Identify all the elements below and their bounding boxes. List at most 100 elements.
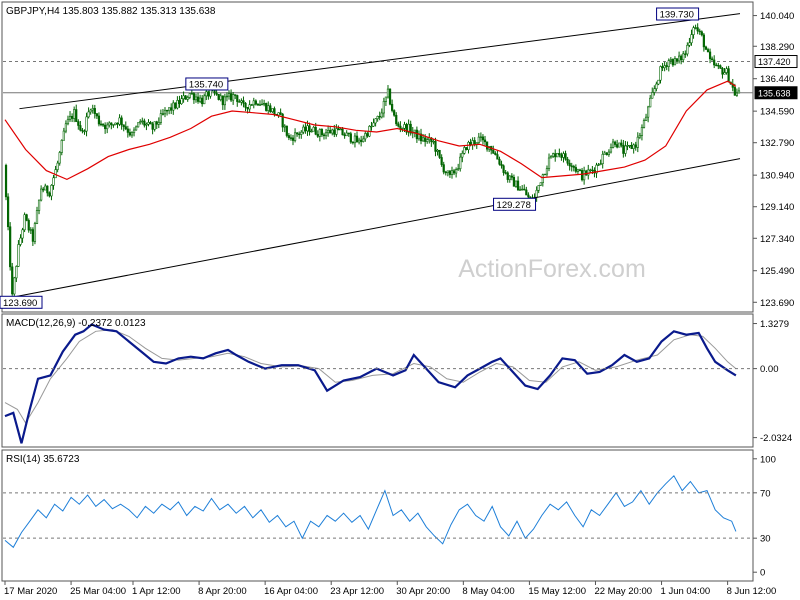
candle-body [523, 188, 526, 191]
candle-body [128, 132, 132, 136]
candle-body [304, 126, 307, 132]
price-annotation-box [185, 77, 229, 91]
candle-body [362, 138, 365, 142]
candle-body [83, 130, 86, 133]
time-tick-label: 25 Mar 04:00 [70, 586, 126, 597]
candle-body [622, 144, 625, 154]
candle-body [669, 59, 672, 61]
candle-body [583, 170, 586, 181]
candle-body [510, 175, 513, 178]
candle-body [203, 95, 206, 105]
candle-body [50, 185, 53, 197]
candle-body [149, 122, 152, 125]
candle-body [163, 109, 167, 115]
candle-body [473, 140, 476, 145]
candle-body [139, 121, 142, 123]
candle-body [630, 144, 633, 149]
candle-body [388, 88, 392, 105]
candle-body [446, 170, 449, 173]
candle-body [221, 95, 224, 106]
candle-body [655, 83, 658, 90]
candle-body [153, 121, 156, 130]
candle-body [589, 169, 592, 172]
candle-body [252, 100, 255, 106]
candle-body [508, 175, 511, 180]
candle-body [647, 106, 650, 118]
candle-body [343, 134, 346, 137]
candle-body [568, 162, 571, 167]
price-tick-label: 123.690 [760, 298, 794, 309]
candle-body [374, 118, 377, 124]
candle-body [62, 130, 65, 141]
candle-body [97, 115, 101, 125]
candle-body [314, 126, 317, 135]
time-tick-label: 30 Apr 20:00 [396, 586, 450, 597]
candle-body [180, 98, 183, 105]
candle-body [556, 153, 559, 158]
candle-body [372, 122, 375, 127]
candle-body [564, 153, 567, 160]
candle-body [696, 27, 699, 32]
candle-body [333, 129, 336, 135]
candle-body [33, 223, 37, 242]
rsi-pane-frame [1, 449, 754, 582]
candle-body [572, 166, 575, 168]
candle-body [397, 123, 400, 127]
candle-body [283, 125, 286, 128]
candle-body [620, 142, 623, 146]
candle-body [60, 140, 63, 153]
candle-body [632, 144, 635, 149]
candle-body [298, 133, 301, 136]
candle-body [640, 127, 644, 136]
candle-body [42, 188, 45, 191]
candle-body [267, 105, 270, 111]
candle-body [4, 165, 8, 198]
rsi-axis: 100 70 30 0 [3, 454, 776, 579]
candle-body [232, 94, 235, 101]
candle-body [519, 189, 522, 191]
candle-body [659, 66, 662, 81]
candle-body [285, 125, 288, 136]
price-annotation-box [656, 7, 700, 21]
channel-trendline [19, 13, 741, 110]
candle-body [444, 171, 447, 174]
candle-body [246, 107, 249, 110]
candle-body [64, 123, 68, 132]
candle-body [236, 95, 239, 102]
candle-body [331, 129, 334, 134]
candle-body [192, 93, 196, 101]
price-tick-label: 140.040 [760, 11, 794, 22]
candle-body [424, 137, 427, 142]
candle-body [527, 194, 530, 198]
candle-body [498, 158, 501, 165]
candle-body [719, 65, 722, 69]
candle-body [399, 125, 402, 129]
candle-body [448, 170, 452, 175]
candle-body [126, 128, 129, 133]
candle-body [132, 129, 136, 134]
price-pane-frame [1, 1, 754, 313]
candle-body [194, 96, 198, 101]
moving-average-line [4, 80, 737, 181]
price-tick-label: 132.790 [760, 138, 794, 149]
candle-body [626, 145, 629, 147]
price-annotation-label: 139.730 [660, 10, 694, 21]
candle-body [636, 136, 639, 148]
price-annotation-box [493, 197, 537, 211]
candle-body [737, 90, 741, 94]
candle-body [708, 51, 712, 60]
candle-body [58, 152, 61, 164]
candle-body [99, 123, 103, 126]
candle-body [574, 167, 577, 172]
time-tick-label: 22 May 20:00 [594, 586, 652, 597]
time-tick-label: 23 Apr 12:00 [330, 586, 384, 597]
candle-body [27, 220, 30, 231]
candle-body [717, 65, 720, 67]
candle-body [382, 100, 385, 114]
candle-body [141, 120, 144, 123]
candle-body [405, 124, 408, 133]
candle-body [145, 123, 148, 126]
candle-body [682, 53, 685, 61]
candle-body [217, 93, 220, 100]
candle-body [504, 172, 507, 174]
